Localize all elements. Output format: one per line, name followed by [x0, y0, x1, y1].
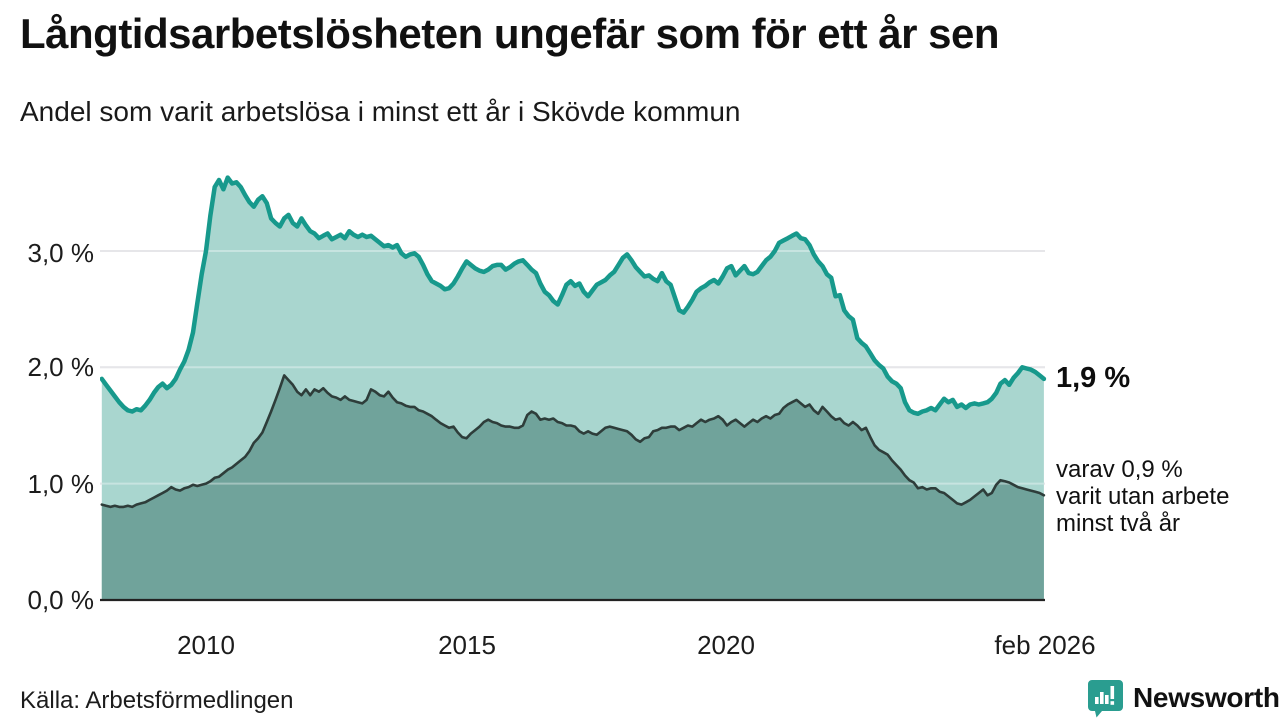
x-axis-tick-label: 2020 [697, 630, 755, 660]
y-axis-tick-label: 1,0 % [27, 469, 95, 499]
source-note: Källa: Arbetsförmedlingen [20, 687, 294, 714]
newsworthy-wordmark: Newsworthy [1133, 682, 1280, 713]
newsworthy-logo: Newsworthy [1087, 678, 1280, 718]
end-value-label: 1,9 % [1056, 362, 1131, 394]
y-axis-tick-label: 3,0 % [27, 238, 95, 268]
x-axis-tick-label: 2010 [177, 630, 235, 660]
newsworthy-bar-chart-bubble-icon [1088, 680, 1123, 718]
end-sub-line: varit utan arbete [1056, 483, 1230, 510]
y-axis-tick-label: 2,0 % [27, 352, 95, 382]
end-sub-line: varav 0,9 % [1056, 456, 1183, 483]
unemployment-area-chart [100, 175, 1047, 602]
x-axis-tick-label: 2015 [438, 630, 496, 660]
page-subtitle: Andel som varit arbetslösa i minst ett å… [20, 96, 741, 127]
end-sub-line: minst två år [1056, 510, 1181, 537]
page-title: Långtidsarbetslösheten ungefär som för e… [20, 10, 1000, 57]
x-axis-tick-label: feb 2026 [994, 630, 1096, 660]
line-min-one-year [100, 175, 1047, 417]
line-min-two-years [100, 374, 1046, 509]
end-sub-label: varav 0,9 % varit utan arbete minst två … [1056, 456, 1229, 537]
y-axis-tick-label: 0,0 % [27, 585, 95, 615]
area-min-two-years-fill [101, 375, 1044, 600]
